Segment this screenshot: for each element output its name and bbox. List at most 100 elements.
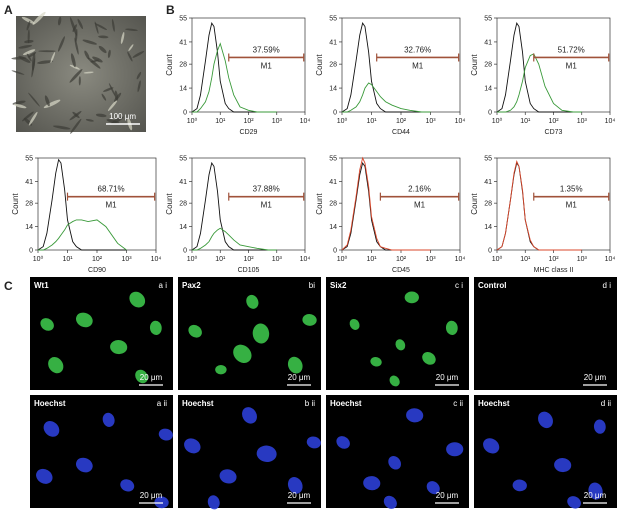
cell	[26, 53, 32, 62]
histogram-line	[497, 53, 582, 113]
stain-label: Pax2	[182, 281, 201, 290]
y-tick-label: 28	[179, 201, 187, 208]
x-axis-label: CD90	[88, 267, 106, 274]
cell	[12, 100, 26, 105]
x-tick-label: 10¹	[520, 118, 531, 125]
nucleus	[445, 320, 458, 335]
nucleus	[349, 318, 360, 330]
cell	[114, 90, 118, 101]
y-tick-label: 0	[333, 248, 337, 255]
nucleus	[110, 340, 128, 355]
y-tick-label: 55	[484, 16, 492, 23]
y-tick-label: 55	[484, 156, 492, 163]
scale-bar-label: 20 μm	[140, 491, 163, 500]
nucleus	[43, 421, 60, 437]
plot-frame	[191, 17, 306, 113]
nucleus	[252, 323, 270, 344]
image-tag: d i	[603, 281, 612, 290]
x-tick-label: 10⁰	[492, 117, 503, 125]
nucleus	[363, 476, 381, 491]
y-axis-label: Count	[315, 54, 324, 76]
cell	[52, 125, 71, 130]
cell	[72, 111, 80, 119]
x-tick-label: 10⁰	[33, 255, 44, 263]
y-axis-label: Count	[165, 54, 174, 76]
cell	[107, 100, 118, 112]
nucleus	[233, 344, 252, 363]
nucleus	[554, 458, 572, 473]
gate-label: M1	[412, 61, 424, 70]
cell	[44, 95, 50, 107]
nucleus	[75, 312, 93, 328]
nucleus	[129, 291, 146, 308]
x-tick-label: 10⁴	[605, 118, 616, 125]
plot-frame	[496, 17, 611, 113]
histogram-line	[192, 227, 277, 251]
nucleus	[256, 445, 277, 462]
fluorescence-image	[30, 395, 173, 508]
cell	[82, 39, 97, 45]
y-axis-label: Count	[315, 193, 324, 215]
nucleus	[567, 496, 581, 509]
cell	[69, 68, 83, 83]
y-axis-label: Count	[165, 193, 174, 215]
nucleus	[188, 324, 202, 338]
cell	[84, 50, 90, 60]
x-tick-label: 10¹	[62, 256, 73, 263]
cell	[70, 118, 82, 134]
x-tick-label: 10²	[396, 256, 407, 263]
x-axis-label: CD45	[392, 267, 410, 274]
x-axis-label: CD73	[545, 129, 563, 136]
nucleus	[404, 291, 419, 304]
x-tick-label: 10⁴	[300, 118, 311, 125]
y-tick-label: 28	[25, 201, 33, 208]
cell	[136, 71, 142, 80]
cell	[107, 49, 111, 58]
cell	[132, 50, 145, 58]
cell	[83, 71, 94, 74]
nucleus	[388, 456, 401, 470]
nucleus	[135, 369, 148, 384]
cell	[13, 103, 27, 109]
nucleus	[149, 320, 162, 335]
histogram-line	[341, 22, 431, 113]
histogram-line	[496, 159, 582, 251]
x-tick-label: 10²	[92, 256, 103, 263]
cell	[94, 21, 99, 34]
scale-bar-label: 20 μm	[288, 491, 311, 500]
cell	[95, 113, 107, 118]
gate-percent: 68.71%	[98, 185, 125, 194]
x-tick-label: 10⁴	[605, 256, 616, 263]
cell	[18, 44, 33, 49]
cell	[137, 80, 141, 93]
image-tag: a ii	[157, 399, 167, 408]
cell	[78, 76, 81, 86]
cell	[21, 16, 35, 24]
nucleus	[154, 496, 169, 509]
y-tick-label: 28	[179, 62, 187, 69]
x-tick-label: 10²	[243, 256, 254, 263]
histogram-line	[341, 156, 431, 251]
image-tag: c ii	[453, 399, 463, 408]
histogram-line	[192, 42, 277, 113]
nucleus	[336, 436, 350, 449]
y-tick-label: 0	[488, 110, 492, 117]
x-axis-label: MHC class II	[534, 267, 574, 274]
stain-label: Hoechst	[34, 399, 66, 408]
gate-percent: 1.35%	[560, 185, 583, 194]
stain-label: Wt1	[34, 281, 49, 290]
y-tick-label: 41	[179, 179, 187, 186]
stain-label: Hoechst	[330, 399, 362, 408]
cell	[75, 28, 78, 43]
x-tick-label: 10⁴	[300, 256, 311, 263]
y-tick-label: 28	[329, 62, 337, 69]
nucleus	[389, 375, 400, 387]
x-tick-label: 10²	[548, 118, 559, 125]
x-axis-label: CD29	[240, 129, 258, 136]
nucleus	[306, 436, 321, 449]
x-tick-label: 10³	[577, 118, 588, 125]
y-tick-label: 0	[488, 248, 492, 255]
x-tick-label: 10²	[548, 256, 559, 263]
nucleus	[538, 411, 553, 429]
y-tick-label: 0	[333, 110, 337, 117]
